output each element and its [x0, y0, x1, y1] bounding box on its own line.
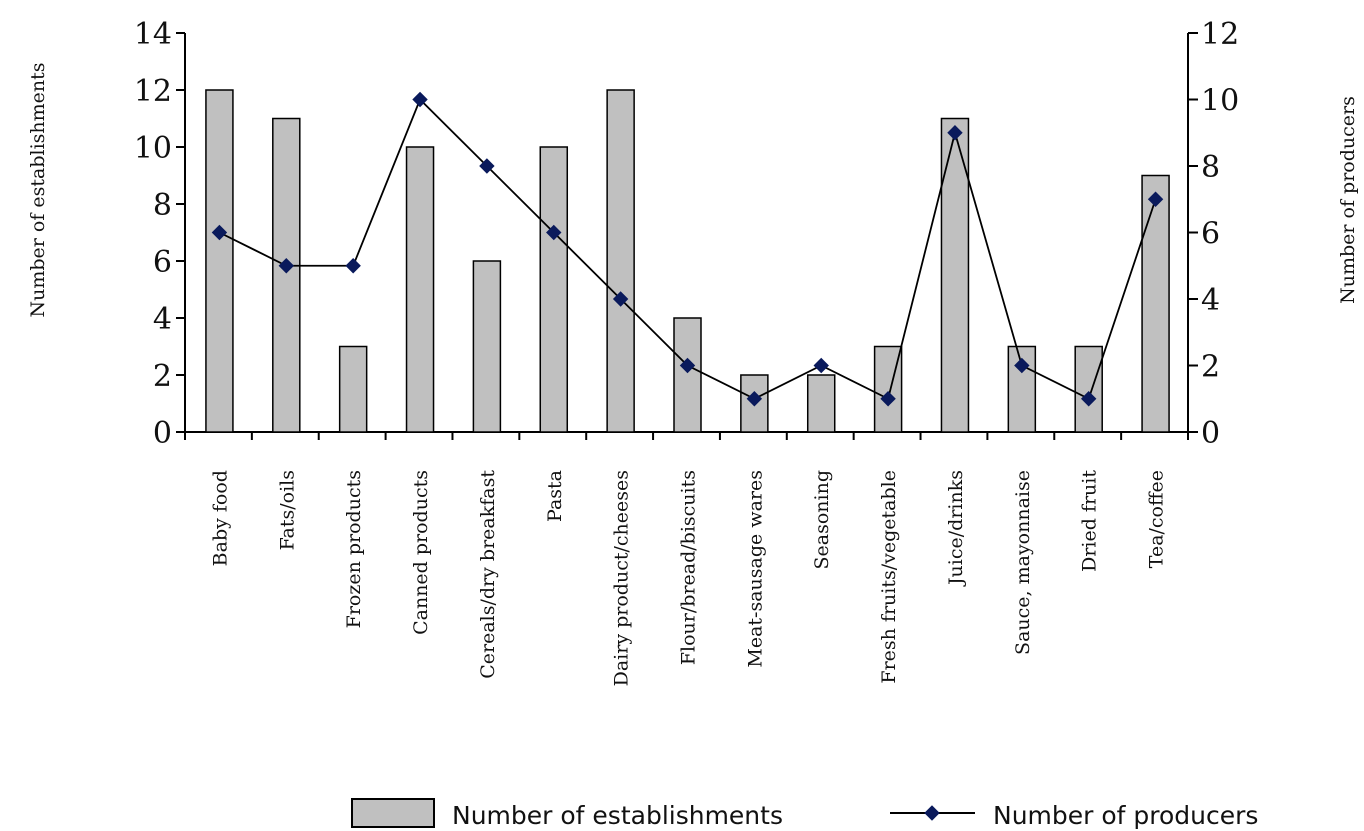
axis-titles: Number of establishments Number of produc… — [27, 62, 1359, 317]
bar-establishments — [405, 146, 435, 433]
legend-label-establishments: Number of establishments — [452, 801, 783, 830]
category-label: Canned products — [410, 470, 432, 635]
producers-marker — [278, 258, 295, 274]
category-label: Frozen products — [343, 470, 365, 628]
producers-marker — [412, 91, 428, 108]
axes: 0 2 4 6 8 10 12 14 0 2 4 6 8 10 12 — [134, 17, 1239, 451]
bar-establishments — [1141, 174, 1170, 433]
legend-marker-swatch — [924, 805, 940, 821]
category-label: Baby food — [209, 470, 231, 566]
producers-marker — [345, 258, 361, 274]
category-label: Tea/coffee — [1146, 470, 1168, 568]
category-label: Juice/drinks — [945, 470, 967, 587]
bar-establishments — [606, 89, 635, 433]
bar-establishments — [539, 146, 569, 433]
legend: Number of establishments Number of produc… — [351, 798, 1258, 830]
category-label: Dairy product/cheeses — [611, 470, 633, 686]
right-tick-label: 0 — [1201, 416, 1220, 451]
producers-marker — [947, 125, 963, 141]
category-label: Seasoning — [811, 470, 833, 570]
category-label: Sauce, mayonnaise — [1012, 470, 1034, 655]
bar-establishments — [740, 374, 769, 433]
bar-establishments — [272, 117, 301, 433]
left-tick-label: 6 — [153, 245, 172, 280]
left-axis-title: Number of establishments — [27, 62, 49, 317]
producers-marker — [211, 224, 228, 241]
category-label: Meat-sausage wares — [744, 470, 766, 668]
bar-establishments — [873, 345, 903, 433]
category-label: Flour/bread/biscuits — [678, 470, 700, 665]
category-label: Cereals/dry breakfast — [477, 470, 499, 679]
bar-establishments — [205, 89, 234, 433]
bar-establishments — [472, 260, 502, 433]
left-tick-label: 0 — [153, 416, 172, 451]
producers-marker — [746, 391, 763, 407]
category-label: Pasta — [544, 470, 566, 522]
left-tick-label: 8 — [153, 188, 172, 223]
producers-marker — [679, 357, 696, 374]
bar-establishments — [338, 345, 368, 433]
left-tick-label: 4 — [153, 302, 172, 337]
category-labels: Baby food Fats/oils Frozen products Canned … — [209, 470, 1167, 687]
left-tick-label: 12 — [134, 74, 172, 109]
category-label: Fats/oils — [276, 470, 298, 550]
producers-marker — [813, 357, 829, 374]
producers-marker — [1080, 391, 1097, 407]
category-label: Fresh fruits/vegetable — [878, 470, 900, 684]
right-tick-label: 6 — [1201, 217, 1220, 252]
left-tick-label: 10 — [134, 131, 172, 166]
right-tick-label: 2 — [1201, 350, 1220, 385]
producers-marker — [880, 391, 896, 407]
producers-marker — [479, 158, 495, 174]
left-tick-label: 14 — [134, 17, 172, 52]
legend-bar-swatch — [351, 798, 435, 828]
right-axis-title: Number of producers — [1337, 96, 1359, 304]
producers-marker — [1147, 191, 1164, 207]
line-series-producers — [211, 91, 1164, 407]
right-tick-label: 10 — [1201, 84, 1239, 119]
bar-series-establishments — [205, 89, 1170, 433]
category-label: Dried fruit — [1079, 470, 1101, 572]
legend-label-producers: Number of producers — [993, 801, 1258, 830]
left-tick-label: 2 — [153, 359, 172, 394]
producers-marker — [612, 291, 629, 307]
right-tick-label: 8 — [1201, 150, 1220, 185]
bar-establishments — [806, 374, 836, 433]
bar-establishments — [1074, 345, 1103, 433]
bar-establishments — [673, 317, 702, 433]
producers-marker — [1014, 357, 1030, 374]
right-tick-label: 4 — [1201, 283, 1220, 318]
producers-marker — [546, 224, 562, 241]
right-tick-label: 12 — [1201, 17, 1239, 52]
